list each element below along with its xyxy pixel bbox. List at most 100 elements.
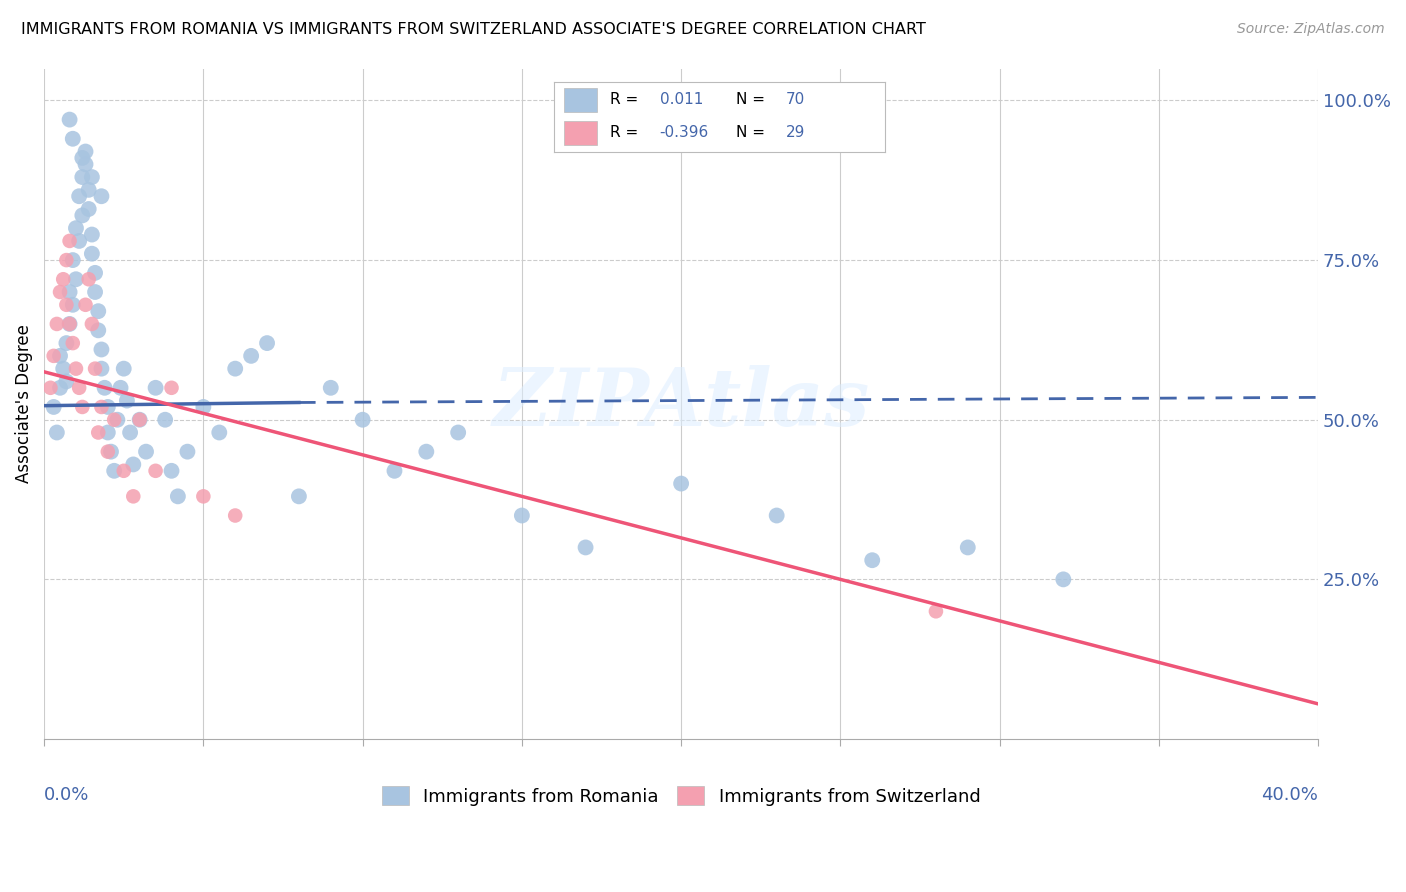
Point	[62, 336, 84, 351]
Point	[122, 489, 145, 503]
Point	[574, 541, 596, 555]
Point	[55, 336, 77, 351]
Point	[90, 189, 112, 203]
Point	[352, 413, 374, 427]
Point	[62, 132, 84, 146]
Text: 0.0%: 0.0%	[44, 786, 90, 804]
Point	[80, 317, 103, 331]
Point	[193, 489, 215, 503]
Point	[67, 234, 90, 248]
Legend: Immigrants from Romania, Immigrants from Switzerland: Immigrants from Romania, Immigrants from…	[375, 779, 987, 813]
Point	[49, 285, 72, 299]
Point	[510, 508, 533, 523]
Point	[67, 189, 90, 203]
Point	[72, 400, 94, 414]
Point	[75, 157, 97, 171]
Point	[128, 413, 150, 427]
Text: IMMIGRANTS FROM ROMANIA VS IMMIGRANTS FROM SWITZERLAND ASSOCIATE'S DEGREE CORREL: IMMIGRANTS FROM ROMANIA VS IMMIGRANTS FR…	[21, 22, 927, 37]
Text: Source: ZipAtlas.com: Source: ZipAtlas.com	[1237, 22, 1385, 37]
Point	[160, 464, 183, 478]
Point	[55, 298, 77, 312]
Point	[447, 425, 470, 440]
Point	[77, 183, 100, 197]
Point	[72, 151, 94, 165]
Point	[208, 425, 231, 440]
Point	[90, 400, 112, 414]
Point	[288, 489, 311, 503]
Point	[103, 464, 125, 478]
Point	[84, 361, 107, 376]
Point	[97, 400, 120, 414]
Point	[45, 425, 67, 440]
Point	[765, 508, 787, 523]
Point	[97, 425, 120, 440]
Point	[55, 375, 77, 389]
Point	[65, 272, 87, 286]
Point	[925, 604, 948, 618]
Point	[256, 336, 278, 351]
Point	[72, 170, 94, 185]
Point	[84, 266, 107, 280]
Point	[240, 349, 263, 363]
Point	[135, 444, 157, 458]
Point	[39, 381, 62, 395]
Point	[90, 343, 112, 357]
Point	[384, 464, 406, 478]
Point	[49, 349, 72, 363]
Point	[145, 381, 167, 395]
Point	[112, 361, 135, 376]
Point	[90, 361, 112, 376]
Point	[52, 272, 75, 286]
Point	[80, 170, 103, 185]
Text: ZIPAtlas: ZIPAtlas	[492, 365, 870, 442]
Point	[42, 400, 65, 414]
Point	[100, 444, 122, 458]
Point	[58, 285, 80, 299]
Point	[87, 425, 110, 440]
Point	[176, 444, 198, 458]
Point	[62, 298, 84, 312]
Point	[97, 444, 120, 458]
Point	[103, 413, 125, 427]
Point	[110, 381, 132, 395]
Point	[58, 317, 80, 331]
Point	[52, 361, 75, 376]
Point	[153, 413, 176, 427]
Point	[860, 553, 883, 567]
Point	[224, 508, 246, 523]
Point	[115, 393, 138, 408]
Point	[167, 489, 190, 503]
Point	[65, 361, 87, 376]
Point	[87, 323, 110, 337]
Point	[319, 381, 342, 395]
Point	[193, 400, 215, 414]
Point	[87, 304, 110, 318]
Point	[80, 246, 103, 260]
Point	[80, 227, 103, 242]
Point	[1052, 573, 1074, 587]
Point	[128, 413, 150, 427]
Point	[160, 381, 183, 395]
Point	[956, 541, 979, 555]
Point	[75, 298, 97, 312]
Point	[120, 425, 142, 440]
Point	[415, 444, 437, 458]
Point	[77, 202, 100, 216]
Point	[669, 476, 692, 491]
Point	[105, 413, 128, 427]
Point	[49, 381, 72, 395]
Point	[42, 349, 65, 363]
Point	[62, 253, 84, 268]
Point	[72, 208, 94, 222]
Point	[45, 317, 67, 331]
Point	[75, 145, 97, 159]
Point	[55, 253, 77, 268]
Point	[112, 464, 135, 478]
Point	[122, 458, 145, 472]
Point	[93, 381, 115, 395]
Point	[67, 381, 90, 395]
Y-axis label: Associate's Degree: Associate's Degree	[15, 325, 32, 483]
Point	[77, 272, 100, 286]
Point	[58, 317, 80, 331]
Point	[224, 361, 246, 376]
